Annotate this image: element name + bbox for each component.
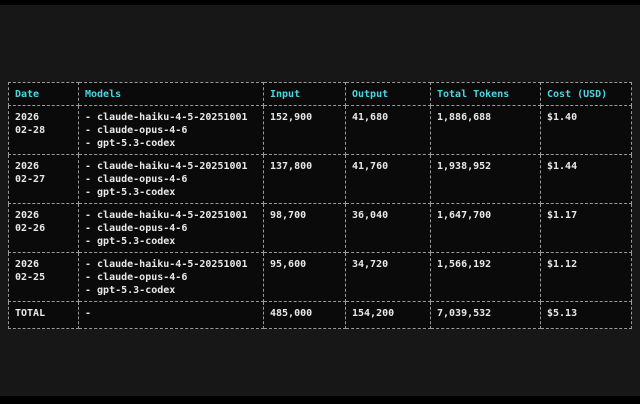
total-tokens-cell: 1,566,192 [430, 252, 541, 302]
output-cell: 36,040 [345, 203, 431, 253]
column-header-models: Models [78, 82, 264, 106]
input-cell: 98,700 [263, 203, 346, 253]
table-row: 2026 02-28- claude-haiku-4-5-20251001 - … [8, 105, 632, 155]
terminal-screen: Date Models Input Output Total Tokens Cost (U… [0, 5, 640, 396]
output-cell: 41,680 [345, 105, 431, 155]
date-cell: 2026 02-26 [8, 203, 79, 253]
input-cell: 137,800 [263, 154, 346, 204]
table-body: 2026 02-28- claude-haiku-4-5-20251001 - … [8, 105, 632, 302]
total-cost-cell: $5.13 [540, 301, 632, 329]
cost-cell: $1.44 [540, 154, 632, 204]
column-header-date: Date [8, 82, 79, 106]
input-cell: 95,600 [263, 252, 346, 302]
total-input-cell: 485,000 [263, 301, 346, 329]
table-row: 2026 02-27- claude-haiku-4-5-20251001 - … [8, 154, 632, 204]
cost-cell: $1.40 [540, 105, 632, 155]
models-cell: - claude-haiku-4-5-20251001 - claude-opu… [78, 252, 264, 302]
models-cell: - claude-haiku-4-5-20251001 - claude-opu… [78, 154, 264, 204]
total-tokens-cell: 1,938,952 [430, 154, 541, 204]
output-cell: 34,720 [345, 252, 431, 302]
total-label-cell: TOTAL [8, 301, 79, 329]
date-cell: 2026 02-28 [8, 105, 79, 155]
date-cell: 2026 02-27 [8, 154, 79, 204]
cost-cell: $1.17 [540, 203, 632, 253]
date-cell: 2026 02-25 [8, 252, 79, 302]
usage-table: Date Models Input Output Total Tokens Cost (U… [8, 82, 632, 329]
table-row: 2026 02-26- claude-haiku-4-5-20251001 - … [8, 203, 632, 253]
output-cell: 41,760 [345, 154, 431, 204]
cost-cell: $1.12 [540, 252, 632, 302]
column-header-output: Output [345, 82, 431, 106]
total-total-tokens-cell: 7,039,532 [430, 301, 541, 329]
total-models-cell: - [78, 301, 264, 329]
table-header-row: Date Models Input Output Total Tokens Cost (U… [8, 82, 632, 106]
table-total-row: TOTAL -485,000 154,200 7,039,532 $5.13 [8, 301, 632, 329]
table-row: 2026 02-25- claude-haiku-4-5-20251001 - … [8, 252, 632, 302]
total-tokens-cell: 1,647,700 [430, 203, 541, 253]
models-cell: - claude-haiku-4-5-20251001 - claude-opu… [78, 105, 264, 155]
column-header-input: Input [263, 82, 346, 106]
input-cell: 152,900 [263, 105, 346, 155]
column-header-cost-usd: Cost (USD) [540, 82, 632, 106]
total-output-cell: 154,200 [345, 301, 431, 329]
models-cell: - claude-haiku-4-5-20251001 - claude-opu… [78, 203, 264, 253]
total-tokens-cell: 1,886,688 [430, 105, 541, 155]
column-header-total-tokens: Total Tokens [430, 82, 541, 106]
